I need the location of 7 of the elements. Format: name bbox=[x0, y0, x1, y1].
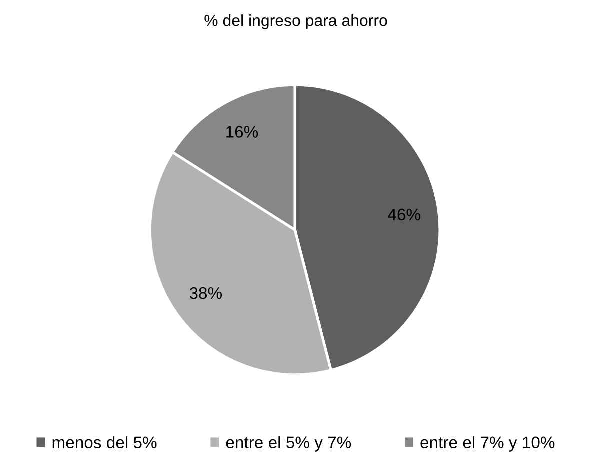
data-label: 16% bbox=[226, 126, 258, 138]
legend-label: entre el 7% y 10% bbox=[420, 436, 555, 452]
legend-label: entre el 5% y 7% bbox=[226, 436, 352, 452]
data-label: 46% bbox=[388, 208, 420, 221]
legend-label: menos del 5% bbox=[52, 436, 157, 449]
data-label: 38% bbox=[190, 287, 222, 300]
chart-title: % del ingreso para ahorro bbox=[204, 14, 388, 30]
